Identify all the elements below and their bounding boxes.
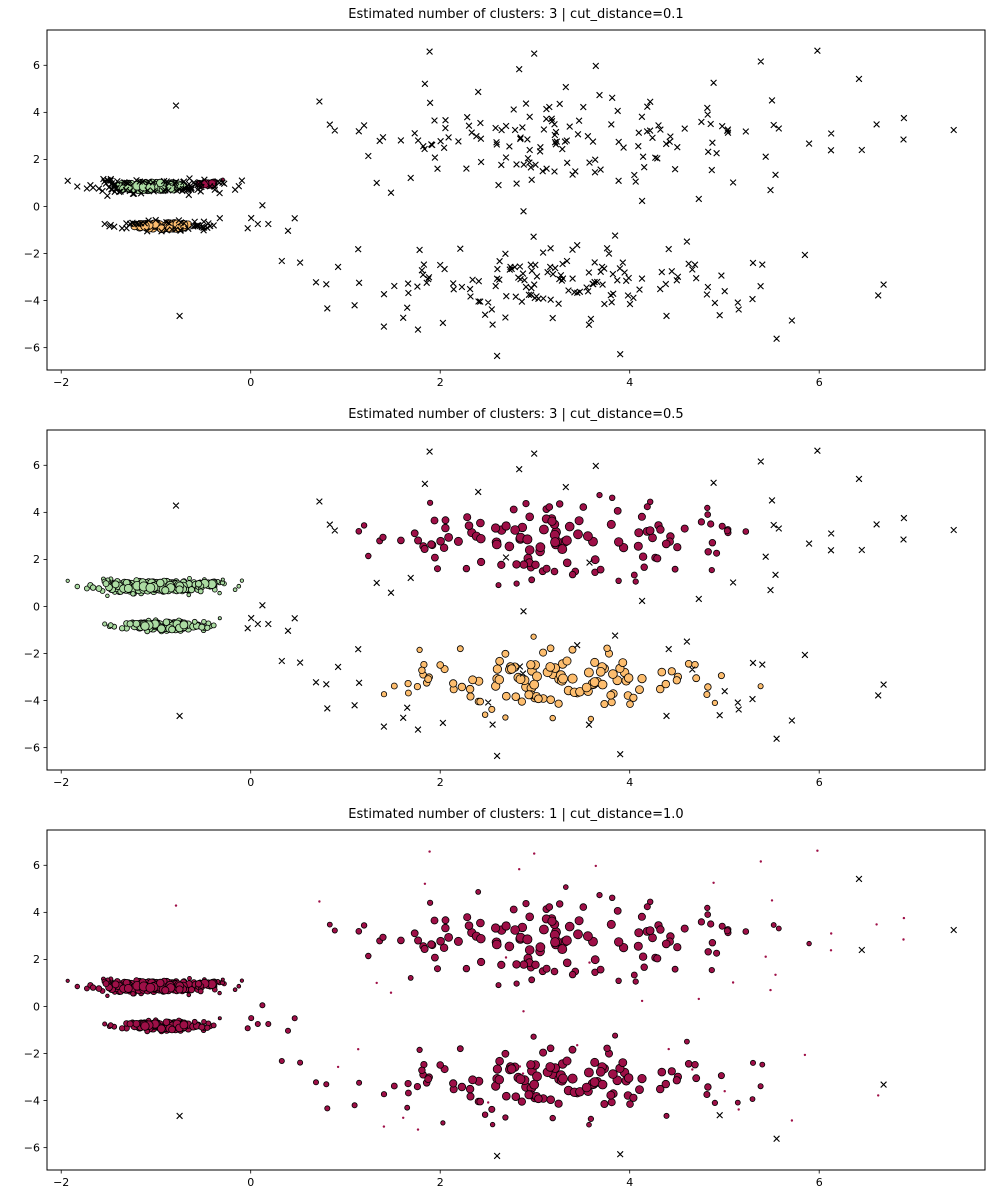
subplot-1-title: Estimated number of clusters: 3 | cut_di… [348, 7, 684, 22]
svg-text:4: 4 [626, 376, 633, 389]
svg-text:6: 6 [816, 376, 823, 389]
svg-text:0: 0 [247, 1176, 254, 1189]
svg-text:2: 2 [33, 553, 40, 566]
svg-text:0: 0 [33, 1000, 40, 1013]
svg-text:2: 2 [437, 1176, 444, 1189]
subplot-3-canvas: −2 0 2 4 6 −6 −4 −2 0 2 4 6 [24, 829, 986, 1189]
subplot-1-canvas: −2 0 2 4 6 −6 −4 −2 0 2 4 6 [24, 29, 986, 389]
svg-text:−4: −4 [24, 294, 40, 307]
svg-text:0: 0 [247, 376, 254, 389]
svg-text:0: 0 [33, 200, 40, 213]
svg-text:2: 2 [437, 776, 444, 789]
svg-text:4: 4 [33, 106, 40, 119]
svg-text:4: 4 [626, 776, 633, 789]
svg-text:−2: −2 [53, 376, 69, 389]
subplot-3-title: Estimated number of clusters: 1 | cut_di… [348, 807, 684, 822]
svg-text:−4: −4 [24, 1094, 40, 1107]
svg-text:6: 6 [816, 1176, 823, 1189]
svg-text:−2: −2 [24, 1047, 40, 1060]
subplot-3: Estimated number of clusters: 1 | cut_di… [0, 800, 1000, 1200]
svg-text:4: 4 [33, 906, 40, 919]
svg-text:6: 6 [33, 459, 40, 472]
subplot-2: Estimated number of clusters: 3 | cut_di… [0, 400, 1000, 800]
svg-text:−2: −2 [24, 247, 40, 260]
svg-text:−2: −2 [53, 776, 69, 789]
svg-text:0: 0 [33, 600, 40, 613]
subplot-2-canvas: −2 0 2 4 6 −6 −4 −2 0 2 4 6 [24, 429, 986, 789]
svg-text:2: 2 [437, 376, 444, 389]
svg-text:−6: −6 [24, 741, 40, 754]
svg-text:−2: −2 [53, 1176, 69, 1189]
svg-text:−6: −6 [24, 1141, 40, 1154]
svg-text:−4: −4 [24, 694, 40, 707]
subplot-2-title: Estimated number of clusters: 3 | cut_di… [348, 407, 684, 422]
svg-text:4: 4 [33, 506, 40, 519]
subplot-1: Estimated number of clusters: 3 | cut_di… [0, 0, 1000, 400]
svg-text:2: 2 [33, 953, 40, 966]
svg-text:6: 6 [33, 59, 40, 72]
svg-text:−2: −2 [24, 647, 40, 660]
svg-text:6: 6 [816, 776, 823, 789]
svg-text:2: 2 [33, 153, 40, 166]
svg-text:6: 6 [33, 859, 40, 872]
svg-text:4: 4 [626, 1176, 633, 1189]
svg-text:0: 0 [247, 776, 254, 789]
svg-text:−6: −6 [24, 341, 40, 354]
